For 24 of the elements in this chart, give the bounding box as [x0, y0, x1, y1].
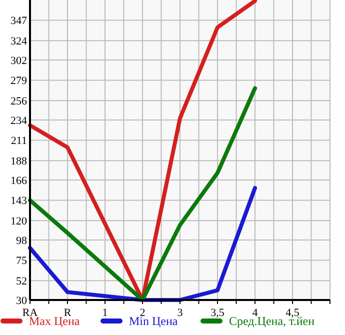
y-tick-label: 143	[10, 195, 28, 208]
line-series	[28, 86, 257, 302]
y-tick-label: 211	[10, 135, 27, 148]
x-tick-label: R	[64, 307, 72, 319]
y-tick-label: 324	[10, 35, 28, 48]
y-tick-label: 120	[10, 215, 28, 228]
y-tick-label: 279	[10, 75, 28, 88]
y-tick-label: 98	[16, 234, 28, 247]
y-tick-label: 256	[10, 95, 28, 108]
y-tick-label: 188	[10, 155, 28, 168]
x-tick-label: 3	[177, 307, 184, 319]
y-tick-label: 234	[10, 114, 28, 127]
y-tick-label: 347	[10, 15, 28, 28]
y-tick-label: 166	[10, 174, 28, 187]
x-tick-label: 3,5	[210, 307, 225, 319]
y-tick-label: 52	[16, 275, 27, 288]
x-tick-label: 4,5	[286, 307, 300, 319]
line-series	[28, 186, 257, 302]
x-tick-label: 4	[252, 307, 258, 319]
y-tick-label: 75	[16, 255, 28, 268]
y-tick-label: 30	[16, 294, 28, 307]
x-tick-label: 1	[102, 307, 108, 319]
y-tick-label: 302	[10, 54, 27, 67]
x-tick-label: 2	[140, 307, 146, 319]
